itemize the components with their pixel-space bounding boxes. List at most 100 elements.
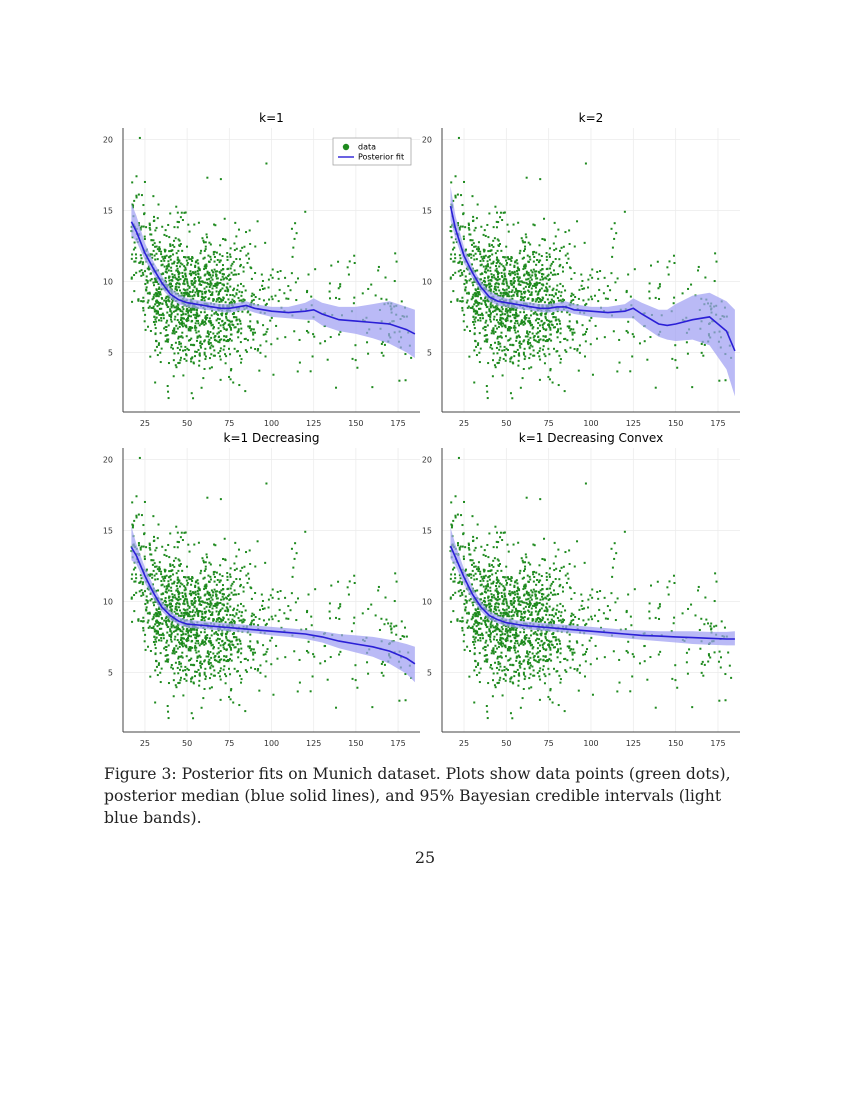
data-point (154, 638, 157, 641)
data-point (194, 280, 197, 283)
data-point (238, 354, 241, 357)
data-point (219, 670, 222, 673)
data-point (478, 361, 481, 364)
data-point (135, 516, 138, 519)
data-point (134, 573, 137, 576)
data-point (541, 299, 544, 302)
data-point (524, 335, 527, 338)
data-point (195, 260, 198, 263)
data-point (131, 253, 134, 256)
data-point (554, 235, 557, 238)
data-point (160, 627, 163, 630)
data-point (188, 592, 191, 595)
data-point (138, 136, 141, 139)
data-point (239, 263, 242, 266)
data-point (163, 265, 166, 268)
data-point (157, 295, 160, 298)
data-point (474, 621, 477, 624)
data-point (171, 582, 174, 585)
data-point (546, 298, 549, 301)
data-point (203, 265, 206, 268)
data-point (593, 294, 596, 297)
data-point (449, 225, 452, 228)
data-point (170, 608, 173, 611)
data-point (177, 282, 180, 285)
data-point (504, 335, 507, 338)
data-point (354, 344, 357, 347)
data-point (224, 301, 227, 304)
data-point (489, 632, 492, 635)
data-point (170, 346, 173, 349)
data-point (492, 327, 495, 330)
data-point (151, 298, 154, 301)
data-point (700, 351, 703, 354)
data-point (217, 282, 220, 285)
data-point (499, 563, 502, 566)
data-point (177, 580, 180, 583)
data-point (232, 381, 235, 384)
data-point (172, 253, 175, 256)
data-point (250, 615, 253, 618)
data-point (248, 326, 251, 329)
data-point (510, 646, 513, 649)
data-point (233, 615, 236, 618)
data-point (194, 266, 197, 269)
x-tick-label: 100 (264, 739, 279, 748)
data-point (220, 633, 223, 636)
data-point (216, 298, 219, 301)
data-point (516, 314, 519, 317)
data-point (522, 353, 525, 356)
data-point (196, 335, 199, 338)
data-point (179, 630, 182, 633)
data-point (177, 591, 180, 594)
data-point (155, 619, 158, 622)
data-point (240, 332, 243, 335)
data-point (576, 349, 579, 352)
data-point (307, 640, 310, 643)
data-point (189, 339, 192, 342)
data-point (217, 612, 220, 615)
data-point (195, 646, 198, 649)
data-point (519, 322, 522, 325)
data-point (203, 268, 206, 271)
data-point (226, 630, 229, 633)
data-point (168, 283, 171, 286)
data-point (500, 323, 503, 326)
data-point (547, 339, 550, 342)
data-point (474, 288, 477, 291)
data-point (188, 613, 191, 616)
data-point (221, 603, 224, 606)
data-point (237, 649, 240, 652)
data-point (211, 274, 214, 277)
data-point (161, 592, 164, 595)
data-point (531, 332, 534, 335)
data-point (571, 333, 574, 336)
data-point (169, 563, 172, 566)
data-point (176, 639, 179, 642)
data-point (215, 290, 218, 293)
data-point (186, 262, 189, 265)
data-point (180, 665, 183, 668)
data-point (131, 573, 134, 576)
data-point (603, 336, 606, 339)
data-point (235, 318, 238, 321)
data-point (151, 243, 154, 246)
data-point (474, 270, 477, 273)
data-point (228, 375, 231, 378)
data-point (222, 668, 225, 671)
data-point (215, 311, 218, 314)
data-point (353, 582, 356, 585)
data-point (383, 343, 386, 346)
data-point (262, 299, 265, 302)
data-point (176, 282, 179, 285)
data-point (140, 257, 143, 260)
data-point (536, 660, 539, 663)
data-point (208, 241, 211, 244)
data-point (218, 300, 221, 303)
data-point (611, 575, 614, 578)
data-point (187, 649, 190, 652)
data-point (569, 346, 572, 349)
data-point (135, 194, 138, 197)
data-point (498, 308, 501, 311)
data-point (210, 314, 213, 317)
